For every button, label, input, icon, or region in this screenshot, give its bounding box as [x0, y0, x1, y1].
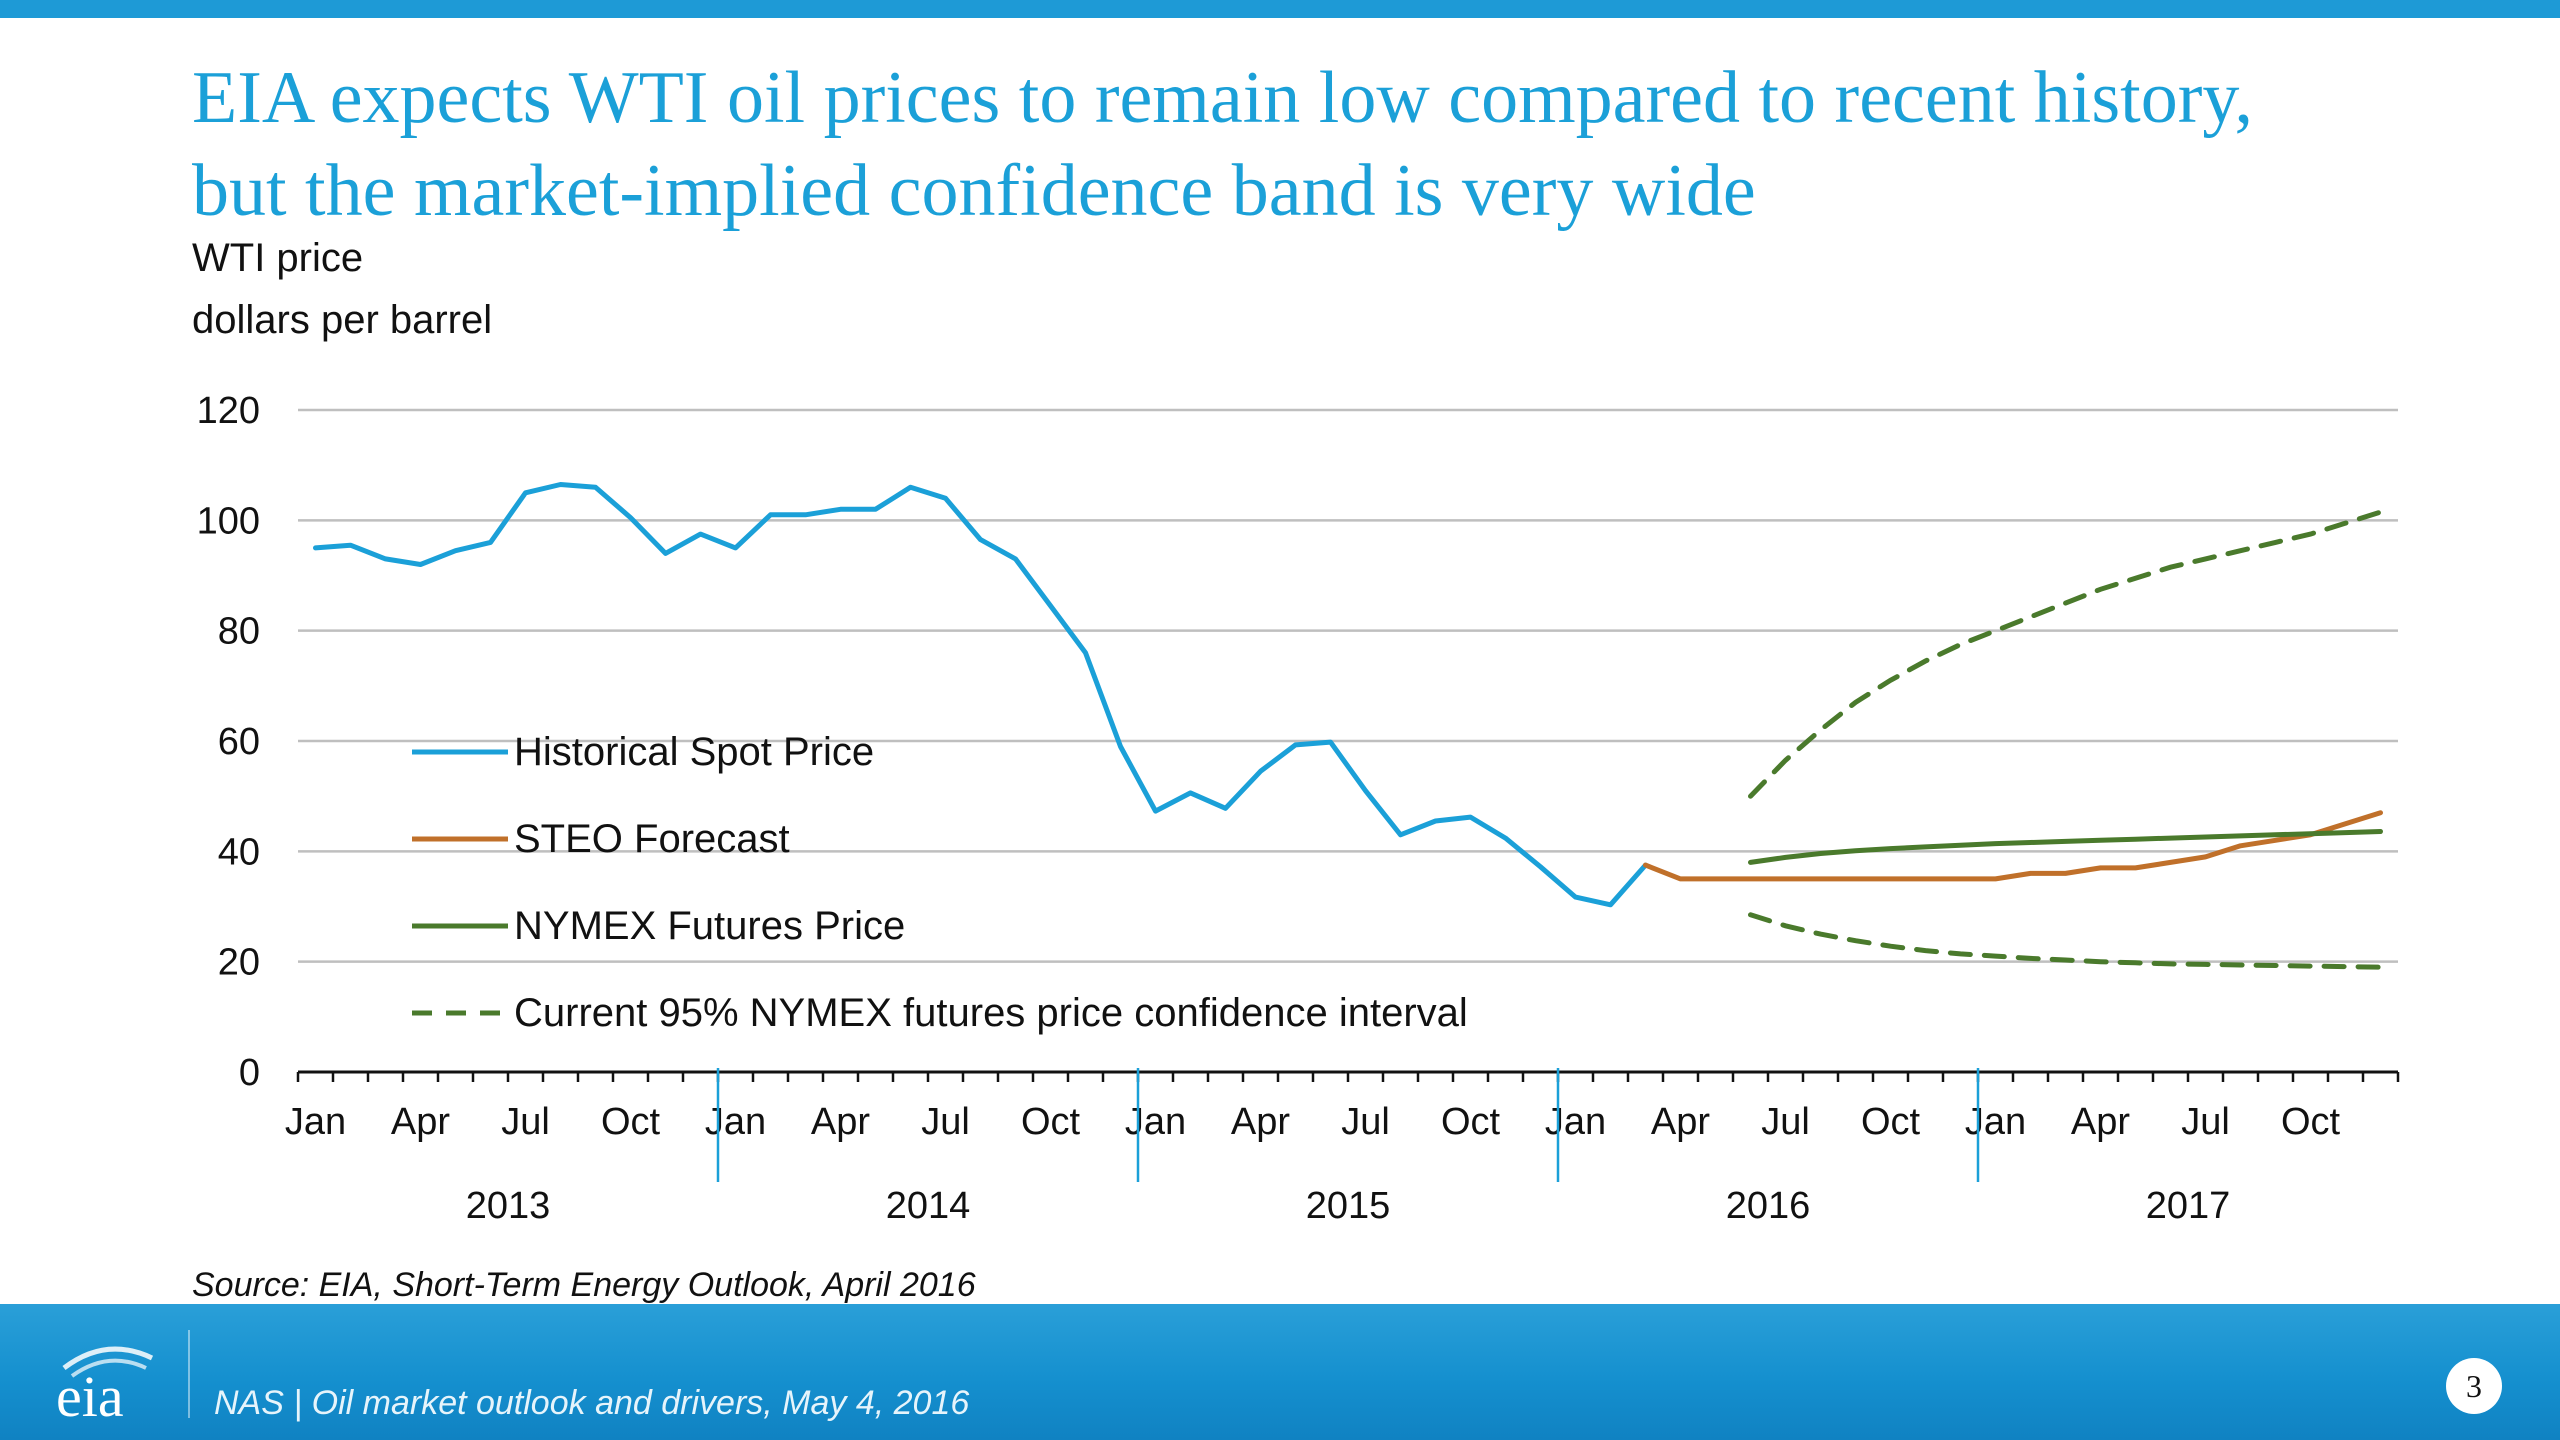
x-year-label: 2015	[1306, 1185, 1391, 1227]
confidence-lower-line	[1748, 912, 2383, 970]
oil-price-chart: 0 20 40 60 80 100 120 Jan Apr Jul Oct Jan Apr Jul Oct…	[197, 390, 2400, 1227]
footer-caption: NAS | Oil market outlook and drivers, Ma…	[214, 1384, 970, 1422]
steo-forecast-line	[1643, 810, 2383, 882]
x-month-label: Jan	[285, 1101, 346, 1143]
x-month-label: Apr	[811, 1101, 870, 1143]
top-accent-bar	[0, 0, 2560, 18]
unit-label-line-1: WTI price	[192, 236, 364, 280]
x-year-label: 2016	[1726, 1185, 1811, 1227]
y-tick-label: 0	[239, 1052, 260, 1094]
x-month-label: Jul	[501, 1101, 550, 1143]
title-line-2: but the market-implied confidence band i…	[192, 150, 1756, 232]
confidence-upper-line	[1748, 509, 2383, 799]
x-month-label: Jan	[1125, 1101, 1186, 1143]
y-tick-label: 20	[218, 942, 260, 984]
y-tick-label: 40	[218, 831, 260, 873]
source-note: Source: EIA, Short-Term Energy Outlook, …	[192, 1266, 976, 1304]
logo-text: eia	[56, 1364, 124, 1428]
legend-label: NYMEX Futures Price	[514, 904, 905, 948]
chart-legend: Historical Spot Price STEO Forecast NYMEX …	[412, 730, 1468, 1035]
x-month-label: Oct	[1441, 1101, 1501, 1143]
x-year-label: 2014	[886, 1185, 971, 1227]
x-month-label: Oct	[1861, 1101, 1921, 1143]
historical-spot-price-line	[313, 482, 1648, 908]
footer-divider	[188, 1330, 190, 1418]
nymex-futures-price-line	[1748, 829, 2383, 865]
x-year-label: 2013	[466, 1185, 551, 1227]
y-axis: 0 20 40 60 80 100 120	[197, 390, 260, 1094]
y-tick-label: 100	[197, 500, 260, 542]
x-month-label: Apr	[1651, 1101, 1710, 1143]
x-month-label: Oct	[601, 1101, 661, 1143]
x-month-label: Jul	[2181, 1101, 2230, 1143]
footer-bar: eia NAS | Oil market outlook and drivers…	[0, 1304, 2560, 1440]
x-year-label: 2017	[2146, 1185, 2231, 1227]
unit-label-line-2: dollars per barrel	[192, 298, 493, 342]
x-month-label: Apr	[1231, 1101, 1290, 1143]
x-axis: Jan Apr Jul Oct Jan Apr Jul Oct Jan Apr Jul Oct Jan A…	[285, 1068, 2400, 1227]
slide-title: EIA expects WTI oil prices to remain low…	[192, 52, 2492, 238]
x-month-label: Oct	[2281, 1101, 2341, 1143]
y-tick-label: 80	[218, 611, 260, 653]
legend-label: Current 95% NYMEX futures price confiden…	[514, 991, 1468, 1035]
grid-lines	[298, 408, 2398, 963]
x-month-label: Jul	[1341, 1101, 1390, 1143]
page-number: 3	[2446, 1358, 2502, 1414]
x-month-label: Apr	[2071, 1101, 2130, 1143]
x-month-label: Jul	[921, 1101, 970, 1143]
legend-label: Historical Spot Price	[514, 730, 874, 774]
legend-label: STEO Forecast	[514, 817, 790, 861]
x-month-label: Jan	[705, 1101, 766, 1143]
series-lines	[313, 482, 2383, 970]
x-month-label: Jan	[1545, 1101, 1606, 1143]
y-tick-label: 120	[197, 390, 260, 432]
y-tick-label: 60	[218, 721, 260, 763]
eia-logo-icon: eia	[56, 1346, 154, 1428]
x-month-label: Jul	[1761, 1101, 1810, 1143]
x-month-label: Oct	[1021, 1101, 1081, 1143]
x-month-label: Jan	[1965, 1101, 2026, 1143]
x-month-label: Apr	[391, 1101, 450, 1143]
title-line-1: EIA expects WTI oil prices to remain low…	[192, 57, 2254, 139]
